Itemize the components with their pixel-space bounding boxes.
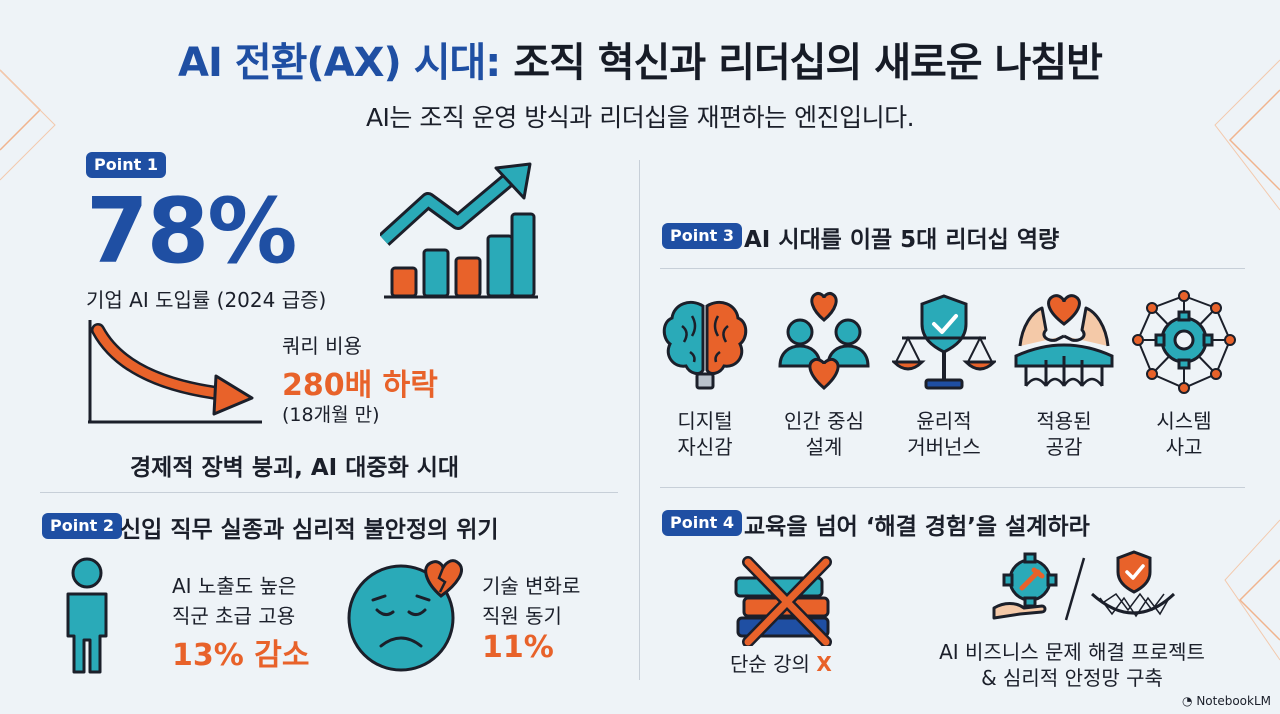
lecture-x-mark: X	[816, 652, 832, 676]
hands-bridge-icon	[1014, 294, 1114, 387]
query-cost-label: 쿼리 비용	[282, 334, 362, 358]
stat2-value: 11%	[482, 630, 554, 665]
solution-line1: AI 비즈니스 문제 해결 프로젝트	[939, 640, 1205, 664]
page-subtitle: AI는 조직 운영 방식과 리더십을 재편하는 엔진입니다.	[365, 103, 915, 132]
point3-badge: Point 3	[662, 223, 742, 249]
stat1-line2: 직군 초급 고용	[172, 604, 296, 628]
person-icon	[66, 557, 108, 674]
sad-face-broken-heart-icon	[347, 559, 464, 672]
slash-divider	[1064, 557, 1086, 621]
adoption-rate-value: 78%	[86, 179, 297, 284]
brand-watermark: ◔ NotebookLM	[1182, 694, 1272, 708]
left-divider	[40, 492, 618, 493]
corner-decoration-right	[1214, 59, 1280, 661]
people-heart-icon	[778, 292, 870, 390]
leadership-item-1: 디지털 자신감	[677, 409, 733, 459]
solution-line2: & 심리적 안정망 구축	[981, 666, 1163, 690]
point1-badge: Point 1	[86, 152, 166, 178]
growth-chart-icon	[380, 162, 538, 299]
brain-icon	[662, 301, 748, 390]
query-cost-period: (18개월 만)	[282, 404, 380, 426]
point3-heading: AI 시대를 이끌 5대 리더십 역량	[744, 227, 1060, 253]
stat1-line1: AI 노출도 높은	[172, 574, 297, 598]
stat2-line1: 기술 변화로	[482, 574, 581, 598]
point4-badge: Point 4	[662, 510, 742, 536]
leadership-item-5: 시스템 사고	[1156, 409, 1212, 459]
notebooklm-logo-icon: ◔	[1182, 694, 1193, 708]
title-highlight: AI 전환(AX) 시대:	[178, 40, 501, 86]
cost-decline-chart	[88, 320, 262, 424]
adoption-label: 기업 AI 도입률 (2024 급증)	[86, 288, 327, 312]
corner-decoration-left	[0, 69, 56, 181]
point4-heading: 교육을 넘어 ‘해결 경험’을 설계하라	[744, 514, 1090, 540]
network-gear-icon	[1132, 290, 1236, 394]
point2-badge: Point 2	[42, 513, 122, 539]
scale-shield-icon	[892, 294, 996, 390]
books-crossed-icon	[734, 556, 832, 646]
simple-lecture-label: 단순 강의 X	[730, 652, 832, 676]
leadership-item-2: 인간 중심 설계	[784, 409, 864, 459]
leadership-item-3: 윤리적 거버넌스	[907, 409, 981, 459]
right-divider	[660, 487, 1245, 488]
page-title: AI 전환(AX) 시대: 조직 혁신과 리더십의 새로운 나침반	[0, 30, 1280, 88]
title-rest: 조직 혁신과 리더십의 새로운 나침반	[500, 40, 1103, 86]
leadership-item-4: 적용된 공감	[1036, 409, 1092, 459]
stat2-line2: 직원 동기	[482, 604, 562, 628]
point2-heading: 신입 직무 실종과 심리적 불안정의 위기	[120, 517, 499, 543]
point1-conclusion: 경제적 장벽 붕괴, AI 대중화 시대	[130, 455, 460, 481]
gear-hand-icon	[992, 552, 1058, 620]
right-divider-top	[660, 268, 1245, 269]
vertical-divider	[639, 160, 640, 680]
stat1-value: 13% 감소	[172, 638, 310, 673]
query-cost-value: 280배 하락	[282, 368, 438, 403]
safety-net-shield-icon	[1090, 550, 1176, 618]
